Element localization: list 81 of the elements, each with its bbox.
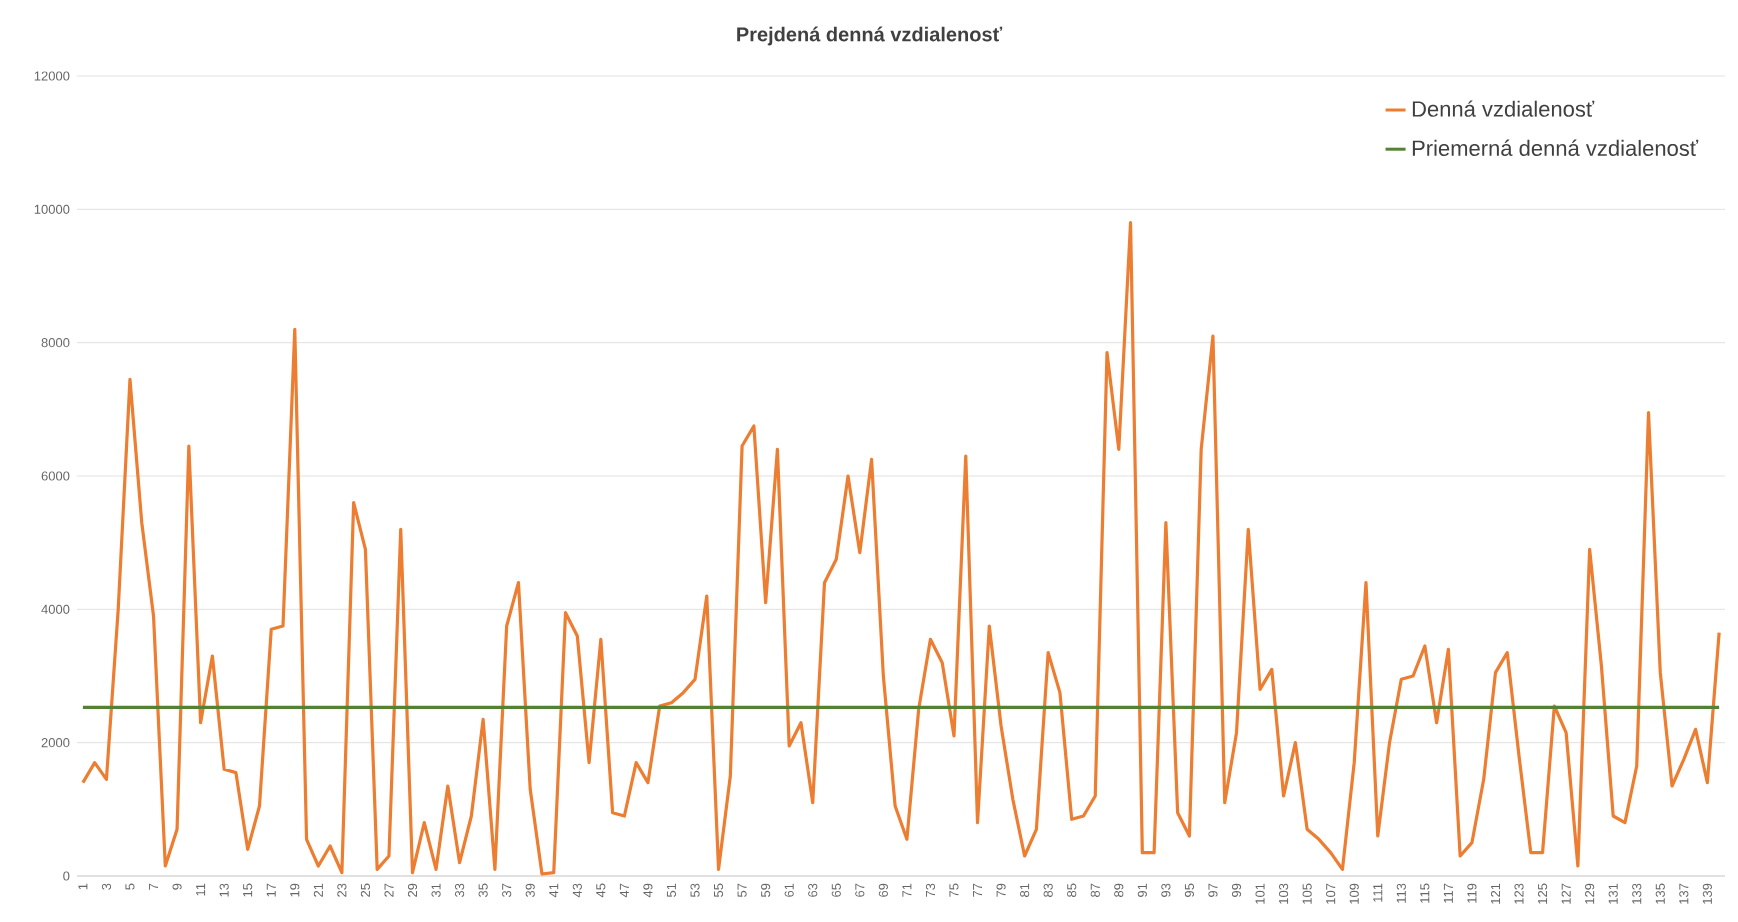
x-tick-label: 103 [1279,883,1289,904]
x-tick-label: 53 [690,883,700,897]
y-tick-label: 6000 [41,471,70,481]
x-tick-label: 109 [1349,883,1359,904]
x-tick-label: 17 [266,883,276,897]
x-tick-label: 129 [1585,883,1595,904]
x-tick-label: 45 [596,883,606,898]
x-tick-label: 133 [1632,883,1642,904]
x-tick-label: 59 [761,883,771,897]
x-tick-label: 57 [737,883,747,897]
legend-label: Priemerná denná vzdialenosť [1412,139,1699,157]
x-tick-label: 25 [360,883,371,897]
x-tick-label: 91 [1137,883,1147,897]
y-tick-label: 10000 [34,204,70,214]
x-tick-label: 117 [1443,883,1453,903]
y-tick-label: 8000 [41,338,70,348]
x-tick-label: 35 [478,883,488,898]
x-tick-label: 119 [1467,883,1477,903]
x-tick-label: 113 [1396,883,1406,903]
x-tick-label: 89 [1114,883,1124,897]
x-tick-label: 7 [149,883,158,890]
x-tick-label: 79 [996,883,1006,897]
x-tick-label: 95 [1184,883,1195,897]
x-tick-label: 1 [78,883,88,890]
x-tick-label: 71 [902,883,912,897]
x-tick-label: 51 [666,883,676,897]
line-series [81,221,1721,876]
x-tick-label: 131 [1608,883,1618,904]
chart-title: Prejdená denná vzdialenosť [737,26,1003,46]
x-tick-label: 83 [1043,883,1053,897]
x-tick-label: 75 [949,883,959,897]
x-tick-label: 41 [549,883,559,898]
x-tick-label: 123 [1514,883,1524,904]
x-tick-label: 39 [525,883,535,898]
x-tick-label: 21 [313,883,323,897]
x-tick-label: 63 [808,883,818,897]
x-tick-label: 125 [1537,883,1548,904]
x-tick-label: 87 [1090,883,1100,897]
x-tick-label: 47 [619,883,629,898]
x-tick-label: 97 [1208,883,1218,897]
y-tick-label: 2000 [41,738,70,748]
x-tick-label: 27 [384,883,394,897]
x-tick-label: 111 [1373,883,1383,902]
x-tick-label: 13 [219,883,229,897]
x-tick-label: 33 [454,883,465,898]
x-tick-label: 127 [1561,883,1571,904]
x-tick-label: 9 [172,883,182,890]
x-tick-label: 101 [1255,883,1265,904]
x-tick-label: 69 [878,883,888,897]
x-tick-label: 107 [1326,883,1336,904]
x-tick-label: 3 [101,883,112,890]
x-tick-label: 99 [1231,883,1242,897]
x-tick-label: 29 [407,883,418,897]
x-tick-label: 5 [125,883,135,890]
x-tick-label: 115 [1420,883,1430,903]
x-tick-label: 85 [1067,883,1077,897]
x-tick-label: 11 [196,883,206,896]
x-tick-label: 61 [784,883,794,897]
x-tick-label: 65 [831,883,841,897]
x-tick-label: 121 [1490,883,1501,904]
y-tick-label: 4000 [41,604,70,614]
legend-label: Denná vzdialenosť [1412,100,1595,117]
x-tick-label: 37 [502,883,512,898]
x-tick-label: 15 [243,883,253,897]
x-tick-label: 19 [290,883,300,897]
x-tick-label: 55 [714,883,724,897]
x-tick-label: 139 [1702,883,1712,904]
y-tick-label: 12000 [34,71,70,81]
y-tick-label: 0 [63,871,70,881]
x-tick-label: 23 [337,883,347,897]
x-tick-label: 73 [925,883,936,897]
x-tick-label: 31 [431,883,441,898]
x-tick-label: 93 [1161,883,1171,897]
x-tick-label: 137 [1679,883,1689,904]
x-tick-label: 81 [1020,883,1030,897]
x-tick-label: 77 [973,883,982,897]
x-tick-label: 67 [855,883,865,897]
x-tick-label: 43 [572,883,582,898]
x-tick-label: 135 [1655,883,1665,904]
x-tick-label: 105 [1302,883,1312,904]
x-tick-label: 49 [643,883,653,898]
